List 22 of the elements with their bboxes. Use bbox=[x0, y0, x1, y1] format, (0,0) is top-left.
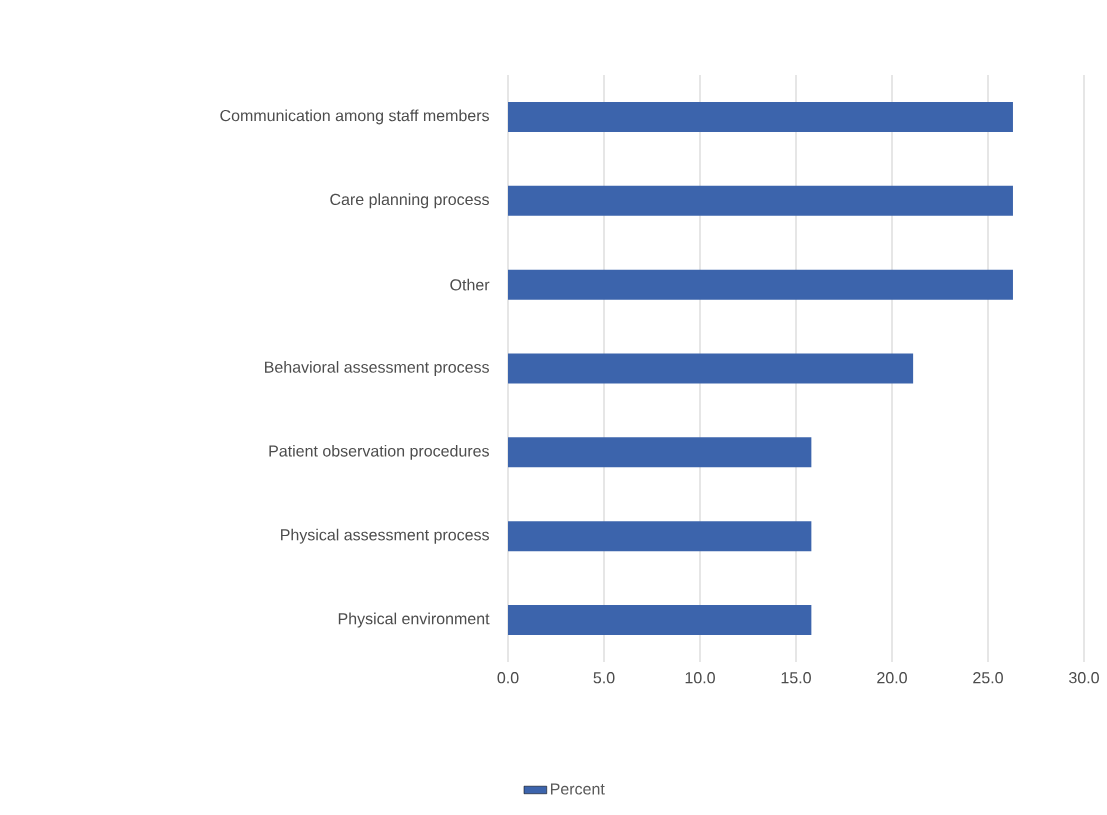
bar bbox=[508, 353, 914, 384]
x-tick-label: 20.0 bbox=[877, 672, 907, 684]
bar bbox=[508, 101, 1013, 132]
legend-label: Percent bbox=[551, 783, 605, 795]
x-tick-label: 15.0 bbox=[781, 672, 811, 684]
x-tick-label: 25.0 bbox=[973, 672, 1003, 684]
bar bbox=[508, 521, 812, 552]
y-tick-label: Patient observation procedures bbox=[269, 444, 489, 460]
y-tick-label: Behavioral assessment process bbox=[265, 361, 489, 376]
y-tick-label: Physical assessment process bbox=[281, 528, 489, 544]
y-tick-label: Other bbox=[450, 278, 490, 291]
bar bbox=[508, 605, 812, 636]
y-tick-label: Physical environment bbox=[338, 612, 490, 628]
y-tick-label: Communication among staff members bbox=[220, 109, 489, 125]
x-tick-label: 0.0 bbox=[497, 672, 519, 684]
bar bbox=[508, 269, 1013, 300]
bar bbox=[508, 437, 812, 468]
x-tick-label: 30.0 bbox=[1069, 672, 1099, 684]
x-tick-label: 10.0 bbox=[685, 672, 715, 684]
y-tick-label: Care planning process bbox=[330, 193, 489, 209]
bar bbox=[508, 185, 1013, 216]
x-tick-label: 5.0 bbox=[593, 672, 615, 684]
